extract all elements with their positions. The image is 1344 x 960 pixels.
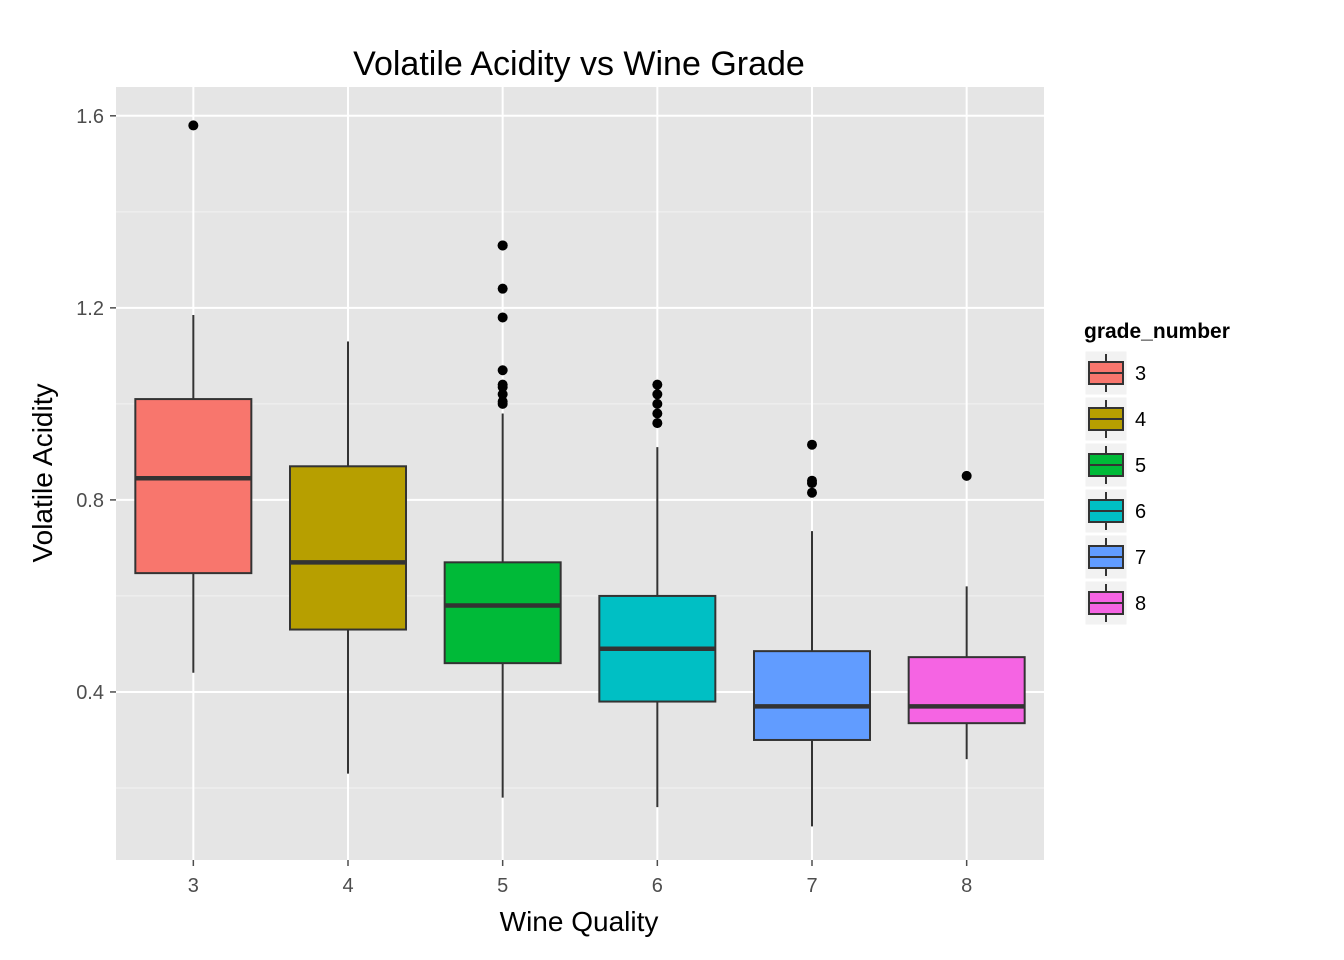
box-5: [443, 240, 562, 798]
legend-item-5: 5: [1084, 442, 1146, 488]
x-axis-title: Wine Quality: [500, 906, 659, 937]
outlier-point: [807, 475, 817, 486]
outlier-point: [652, 398, 663, 409]
y-tick-label: 0.8: [76, 490, 104, 512]
legend-item-8: 8: [1084, 580, 1146, 626]
box-body: [443, 561, 562, 665]
x-tick-label: 7: [806, 875, 817, 897]
outlier-point: [497, 283, 508, 294]
legend-label: 5: [1135, 455, 1146, 477]
legend-label: 6: [1135, 501, 1146, 523]
box-body: [134, 398, 253, 575]
box-body: [907, 656, 1026, 725]
x-tick-label: 4: [342, 875, 353, 897]
boxes: [134, 120, 1026, 827]
legend-title: grade_number: [1084, 320, 1230, 343]
x-tick-label: 6: [652, 875, 663, 897]
box-4: [289, 341, 407, 774]
legend-item-7: 7: [1084, 534, 1146, 580]
outlier-point: [497, 379, 508, 390]
outlier-point: [807, 439, 817, 450]
y-axis-title: Volatile Acidity: [27, 384, 58, 563]
outlier-point: [652, 389, 663, 400]
plot-panel: [116, 87, 1044, 860]
outlier-point: [652, 408, 663, 419]
outlier-point: [497, 240, 508, 251]
x-axis-ticks: 3 4 5 6 7 8: [188, 860, 972, 897]
legend-item-6: 6: [1084, 488, 1146, 534]
outlier-point: [652, 418, 663, 429]
x-tick-label: 5: [497, 875, 508, 897]
legend-label: 4: [1135, 409, 1146, 431]
legend-label: 3: [1135, 363, 1146, 385]
x-tick-label: 8: [961, 875, 972, 897]
box-6: [598, 379, 717, 808]
legend: grade_number 3 4 5 6 7 8: [1084, 320, 1230, 626]
box-body: [289, 465, 407, 631]
box-body: [753, 650, 871, 741]
box-3: [134, 120, 253, 673]
legend-item-3: 3: [1084, 350, 1146, 396]
outlier-point: [497, 389, 508, 400]
box-8: [907, 470, 1026, 760]
legend-label: 8: [1135, 593, 1146, 615]
outlier-point: [807, 487, 817, 498]
y-tick-label: 0.4: [76, 682, 104, 704]
box-7: [753, 439, 871, 827]
outlier-point: [497, 312, 508, 323]
y-tick-label: 1.6: [76, 106, 104, 128]
outlier-point: [497, 396, 508, 407]
y-axis-ticks: 0.4 0.8 1.2 1.6: [76, 106, 116, 704]
legend-label: 7: [1135, 547, 1146, 569]
chart-title: Volatile Acidity vs Wine Grade: [353, 45, 805, 83]
legend-item-4: 4: [1084, 396, 1146, 442]
x-tick-label: 3: [188, 875, 199, 897]
y-tick-label: 1.2: [76, 298, 104, 320]
outlier-point: [188, 120, 199, 131]
outlier-point: [652, 379, 663, 390]
outlier-point: [961, 470, 972, 481]
outlier-point: [497, 365, 508, 376]
